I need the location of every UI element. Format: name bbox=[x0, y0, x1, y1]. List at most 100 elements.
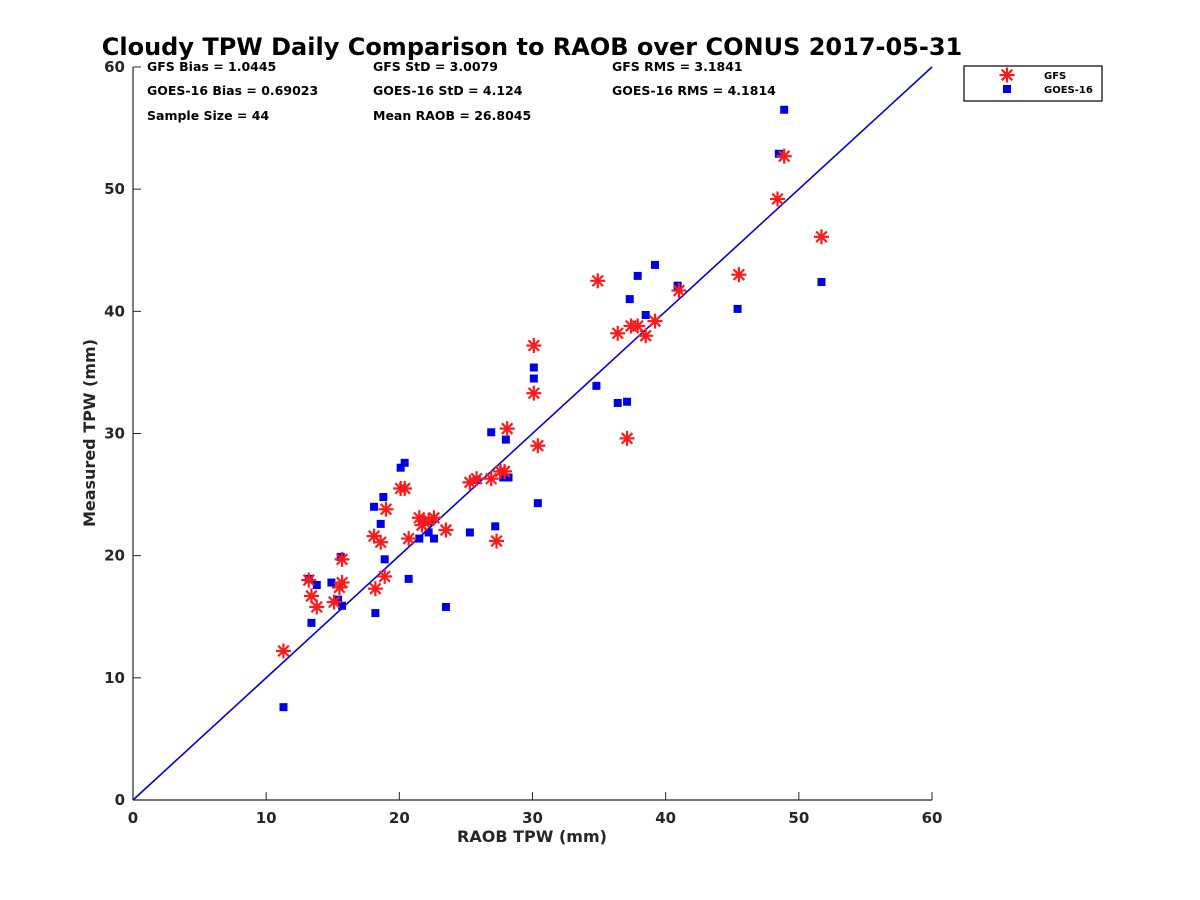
goes16-point bbox=[465, 528, 474, 537]
stat-sample-size: Sample Size = 44 bbox=[147, 108, 269, 123]
gfs-point bbox=[483, 471, 499, 487]
gfs-point bbox=[334, 575, 350, 591]
x-tick-label: 40 bbox=[655, 809, 676, 827]
gfs-point bbox=[499, 421, 515, 437]
goes16-point bbox=[499, 473, 508, 482]
series-gfs bbox=[275, 148, 829, 659]
goes16-point bbox=[592, 381, 601, 390]
goes16-point bbox=[429, 534, 438, 543]
legend-box bbox=[963, 65, 1103, 102]
gfs-point bbox=[776, 148, 792, 164]
goes16-point bbox=[338, 601, 347, 610]
legend-gfs-asterisk bbox=[999, 67, 1015, 83]
x-axis-label: RAOB TPW (mm) bbox=[457, 827, 607, 846]
gfs-point bbox=[367, 581, 383, 597]
y-tick-label: 50 bbox=[104, 180, 125, 198]
goes16-point bbox=[400, 458, 409, 467]
goes16-point bbox=[307, 618, 316, 627]
gfs-point bbox=[326, 594, 342, 610]
gfs-point bbox=[275, 643, 291, 659]
gfs-point bbox=[397, 480, 413, 496]
goes16-point bbox=[633, 271, 642, 280]
goes16-point bbox=[370, 502, 379, 511]
gfs-point bbox=[438, 522, 454, 538]
x-tick-label: 0 bbox=[128, 809, 138, 827]
stat-gfs-bias: GFS Bias = 1.0445 bbox=[147, 59, 276, 74]
y-ticks: 0 10 20 30 40 50 60 bbox=[104, 58, 141, 809]
stat-mean-raob: Mean RAOB = 26.8045 bbox=[373, 108, 531, 123]
gfs-point bbox=[671, 283, 687, 299]
legend-goes16-marker bbox=[1003, 85, 1011, 93]
x-ticks: 0 10 20 30 40 50 60 bbox=[128, 792, 943, 827]
gfs-point bbox=[378, 501, 394, 517]
goes16-point bbox=[327, 578, 336, 587]
goes16-point bbox=[501, 435, 510, 444]
goes16-point bbox=[529, 363, 538, 372]
gfs-point bbox=[489, 533, 505, 549]
gfs-point bbox=[526, 385, 542, 401]
goes16-point bbox=[529, 374, 538, 383]
gfs-point bbox=[373, 534, 389, 550]
legend: GFS GOES-16 bbox=[963, 65, 1103, 102]
goes16-point bbox=[371, 609, 380, 618]
one-to-one-line bbox=[132, 66, 933, 801]
goes16-point bbox=[673, 281, 682, 290]
y-tick-label: 10 bbox=[104, 669, 125, 687]
goes16-point bbox=[376, 519, 385, 528]
gfs-point bbox=[619, 430, 635, 446]
gfs-point bbox=[401, 531, 417, 547]
gfs-point bbox=[497, 463, 513, 479]
stat-gfs-std: GFS StD = 3.0079 bbox=[373, 59, 498, 74]
gfs-point bbox=[334, 551, 350, 567]
legend-gfs-marker bbox=[999, 67, 1015, 83]
stat-goes-bias: GOES-16 Bias = 0.69023 bbox=[147, 83, 318, 98]
gfs-point bbox=[530, 438, 546, 454]
x-tick-label: 50 bbox=[788, 809, 809, 827]
goes16-point bbox=[415, 534, 424, 543]
x-tick-label: 20 bbox=[389, 809, 410, 827]
stat-goes-std: GOES-16 StD = 4.124 bbox=[373, 83, 523, 98]
goes16-point bbox=[504, 473, 513, 482]
goes16-point bbox=[780, 105, 789, 114]
gfs-point bbox=[377, 568, 393, 584]
gfs-point bbox=[309, 599, 325, 615]
gfs-point bbox=[610, 325, 626, 341]
x-tick-label: 60 bbox=[922, 809, 943, 827]
gfs-point bbox=[590, 273, 606, 289]
goes16-point bbox=[613, 398, 622, 407]
gfs-point bbox=[638, 328, 654, 344]
goes16-point bbox=[396, 463, 405, 472]
goes16-point bbox=[533, 499, 542, 508]
goes16-point bbox=[817, 278, 826, 287]
goes16-point bbox=[641, 310, 650, 319]
goes16-point bbox=[404, 574, 413, 583]
goes16-point bbox=[491, 522, 500, 531]
gfs-point bbox=[630, 318, 646, 334]
y-tick-label: 40 bbox=[104, 302, 125, 320]
goes16-point bbox=[623, 397, 632, 406]
gfs-point bbox=[770, 191, 786, 207]
goes16-point bbox=[424, 528, 433, 537]
x-tick-label: 30 bbox=[522, 809, 543, 827]
gfs-point bbox=[647, 313, 663, 329]
y-tick-label: 20 bbox=[104, 547, 125, 565]
goes16-point bbox=[380, 555, 389, 564]
gfs-point bbox=[526, 338, 542, 354]
gfs-point bbox=[301, 572, 317, 588]
goes16-point bbox=[774, 149, 783, 158]
gfs-point bbox=[813, 229, 829, 245]
gfs-point bbox=[426, 510, 442, 526]
y-tick-label: 30 bbox=[104, 425, 125, 443]
goes16-point bbox=[733, 304, 742, 313]
goes16-point bbox=[441, 602, 450, 611]
goes16-point bbox=[651, 260, 660, 269]
goes16-point bbox=[625, 295, 634, 304]
chart-title: Cloudy TPW Daily Comparison to RAOB over… bbox=[102, 33, 962, 61]
legend-goes16-label: GOES-16 bbox=[1044, 85, 1093, 96]
x-tick-label: 10 bbox=[256, 809, 277, 827]
stat-goes-rms: GOES-16 RMS = 4.1814 bbox=[612, 83, 776, 98]
gfs-point bbox=[731, 267, 747, 283]
goes16-point bbox=[279, 703, 288, 712]
y-axis-label: Measured TPW (mm) bbox=[80, 339, 99, 527]
